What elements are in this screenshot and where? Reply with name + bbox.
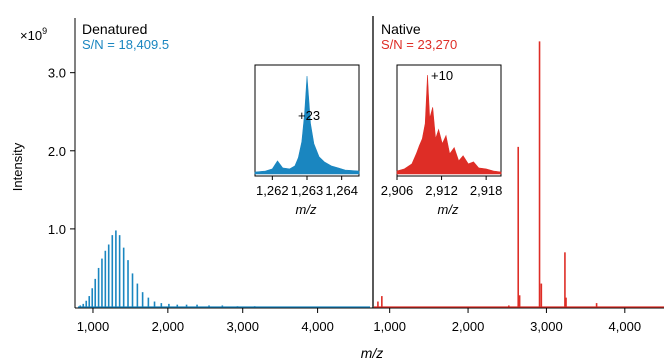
native-spectrum xyxy=(374,41,664,308)
native-inset-x-tick-label: 2,918 xyxy=(470,183,503,198)
native-x-tick-label: 3,000 xyxy=(530,319,563,334)
denatured-sn-annotation: S/N = 18,409.5 xyxy=(82,37,169,52)
x-axis-label: m/z xyxy=(361,345,384,361)
denatured-inset-x-tick-label: 1,262 xyxy=(256,183,289,198)
denatured-x-tick-label: 2,000 xyxy=(152,319,185,334)
denatured-x-tick-label: 1,000 xyxy=(77,319,110,334)
native-inset-charge-label: +10 xyxy=(431,68,453,83)
native-inset-x-ticks: 2,906 2,912 2,918 xyxy=(381,176,503,198)
denatured-inset-charge-label: +23 xyxy=(298,108,320,123)
denatured-inset: +23 1,262 1,263 1,264 m/z xyxy=(254,64,360,217)
denatured-x-tick-label: 4,000 xyxy=(301,319,334,334)
native-inset-x-label: m/z xyxy=(438,202,459,217)
native-title: Native xyxy=(381,21,421,37)
native-inset-x-tick-label: 2,912 xyxy=(425,183,458,198)
native-inset-profile xyxy=(396,74,502,175)
y-tick-label: 3.0 xyxy=(48,66,66,81)
denatured-x-ticks: 1,000 2,000 3,000 4,000 xyxy=(77,308,334,334)
denatured-spectrum xyxy=(78,230,370,308)
denatured-inset-profile xyxy=(254,75,360,175)
native-inset-x-tick-label: 2,906 xyxy=(381,183,414,198)
y-ticks: 1.0 2.0 3.0 xyxy=(48,66,75,237)
denatured-inset-x-ticks: 1,262 1,263 1,264 xyxy=(256,176,358,198)
denatured-title: Denatured xyxy=(82,21,147,37)
native-x-tick-label: 2,000 xyxy=(452,319,485,334)
native-sn-annotation: S/N = 23,270 xyxy=(381,37,457,52)
denatured-inset-x-tick-label: 1,264 xyxy=(325,183,358,198)
denatured-x-tick-label: 3,000 xyxy=(226,319,259,334)
native-inset: +10 2,906 2,912 2,918 m/z xyxy=(381,64,503,217)
y-tick-label: 1.0 xyxy=(48,222,66,237)
denatured-inset-x-label: m/z xyxy=(296,202,317,217)
y-tick-label: 2.0 xyxy=(48,144,66,159)
native-x-ticks: 1,000 2,000 3,000 4,000 xyxy=(373,308,641,334)
y-axis: ×109 Intensity 1.0 2.0 3.0 xyxy=(10,18,76,308)
y-axis-multiplier: ×109 xyxy=(20,26,47,43)
y-axis-label: Intensity xyxy=(10,142,25,191)
denatured-inset-x-tick-label: 1,263 xyxy=(291,183,324,198)
native-x-tick-label: 1,000 xyxy=(373,319,406,334)
native-x-tick-label: 4,000 xyxy=(609,319,642,334)
